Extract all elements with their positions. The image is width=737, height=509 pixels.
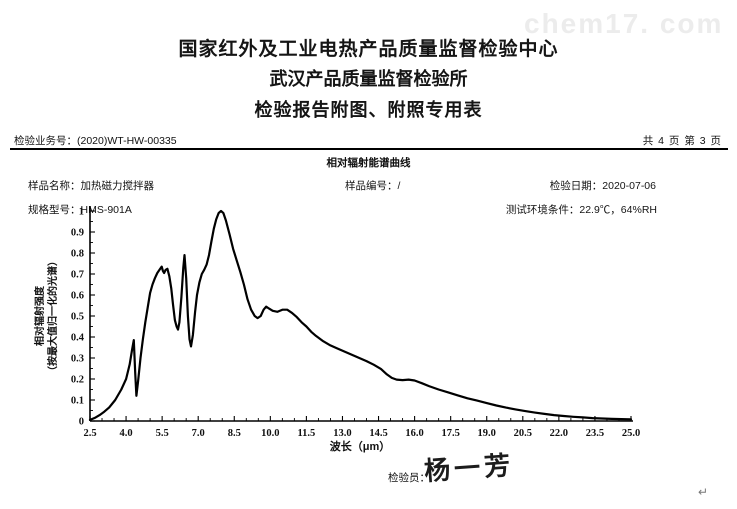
return-mark-icon: ↵	[698, 485, 709, 499]
axis-tick-label: 0.2	[71, 375, 84, 386]
inspector-label: 检验员：	[388, 472, 430, 484]
y-axis-title-line2: （按最大值归一化的光谱）	[48, 256, 59, 376]
org-title-main: 国家红外及工业电热产品质量监督检验中心	[178, 39, 559, 60]
axis-tick-label: 1	[79, 207, 84, 218]
inspector-signature: 杨一芳	[423, 449, 516, 487]
axis-tick-label: 0	[79, 417, 84, 428]
axis-tick-label: 13.0	[333, 428, 351, 439]
y-axis-title-line1: 相对辐射强度	[35, 286, 46, 346]
chem17-watermark: chem17. com	[524, 8, 724, 39]
header-divider	[10, 148, 728, 150]
x-axis-title: 波长（μm）	[329, 441, 391, 453]
inspection-business-no: 检验业务号：(2020)WT-HW-00335	[14, 135, 177, 147]
spectrum-curve	[88, 209, 633, 421]
test-environment-field: 测试环境条件：22.9℃，64%RH	[505, 204, 657, 216]
axis-tick-label: 14.5	[369, 428, 387, 439]
axis-tick-label: 19.0	[478, 428, 496, 439]
axis-tick-label: 7.0	[192, 428, 205, 439]
axis-tick-label: 25.0	[622, 428, 640, 439]
y-axis-title: 相对辐射强度 （按最大值归一化的光谱）	[34, 196, 60, 436]
axis-tick-label: 0.9	[71, 228, 84, 239]
org-title-sub: 武汉产品质量监督检验所	[269, 69, 468, 89]
sample-code-field: 样品编号：/	[345, 180, 401, 192]
report-form-title: 检验报告附图、附照专用表	[254, 100, 483, 120]
axis-tick-label: 0.5	[71, 312, 84, 323]
axis-tick-label: 23.5	[586, 428, 604, 439]
axis-tick-label: 0.1	[71, 396, 84, 407]
axis-tick-label: 8.5	[228, 428, 241, 439]
chart-title: 相对辐射能谱曲线	[326, 157, 411, 169]
axis-tick-label: 16.0	[405, 428, 423, 439]
axis-tick-label: 2.5	[83, 428, 96, 439]
axis-tick-label: 4.0	[120, 428, 133, 439]
axis-tick-label: 17.5	[441, 428, 459, 439]
axis-tick-label: 22.0	[550, 428, 568, 439]
axis-tick-label: 10.0	[261, 428, 279, 439]
model-field: 规格型号：HMS-901A	[28, 204, 132, 216]
axis-tick-label: 5.5	[156, 428, 169, 439]
axis-tick-label: 0.8	[71, 249, 84, 260]
axis-tick-label: 0.3	[71, 354, 84, 365]
axis-tick-label: 0.4	[71, 333, 85, 344]
axis-tick-label: 0.6	[71, 291, 84, 302]
inspection-date-field: 检验日期：2020-07-06	[549, 180, 656, 192]
page-number-info: 共 4 页 第 3 页	[642, 135, 722, 147]
axis-tick-label: 0.7	[71, 270, 84, 281]
axis-tick-label: 20.5	[514, 428, 532, 439]
sample-name-field: 样品名称：加热磁力搅拌器	[28, 180, 154, 192]
axis-tick-label: 11.5	[298, 428, 316, 439]
